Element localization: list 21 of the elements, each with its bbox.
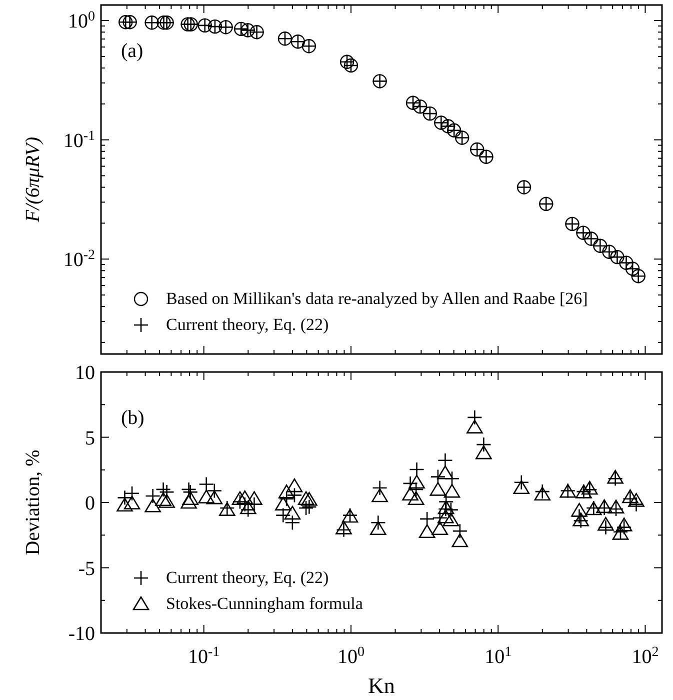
y-tick-label: -10 xyxy=(68,623,95,645)
x-tick-label: 10$^{-1}$ xyxy=(188,644,220,668)
annotation: (a) xyxy=(121,40,144,62)
y-axis-title: F/(6πμRV) xyxy=(22,136,44,224)
y-tick-label: 10 xyxy=(75,362,95,384)
x-tick-label: 10$^{2}$ xyxy=(632,644,659,668)
y-tick-label: 0 xyxy=(85,492,95,514)
y-axis-title: Deviation, % xyxy=(22,450,44,556)
legend-label: Based on Millikan's data re-analyzed by Allen and Raabe [26] xyxy=(166,289,588,308)
y-tick-label: -5 xyxy=(78,558,95,580)
x-tick-label: 10$^{0}$ xyxy=(337,644,364,668)
legend-label: Current theory, Eq. (22) xyxy=(166,315,329,334)
x-tick-label: 10$^{1}$ xyxy=(484,644,512,668)
y-tick-label: 5 xyxy=(85,427,95,450)
y-tick-label: 10$^{-2}$ xyxy=(63,248,95,272)
legend-label: Stokes-Cunningham formula xyxy=(166,594,364,613)
legend-label: Current theory, Eq. (22) xyxy=(166,568,329,587)
x-axis-title: Kn xyxy=(368,673,395,698)
y-tick-label: 10$^{0}$ xyxy=(68,9,95,33)
y-tick-label: 10$^{-1}$ xyxy=(63,128,95,152)
annotation: (b) xyxy=(121,407,144,429)
